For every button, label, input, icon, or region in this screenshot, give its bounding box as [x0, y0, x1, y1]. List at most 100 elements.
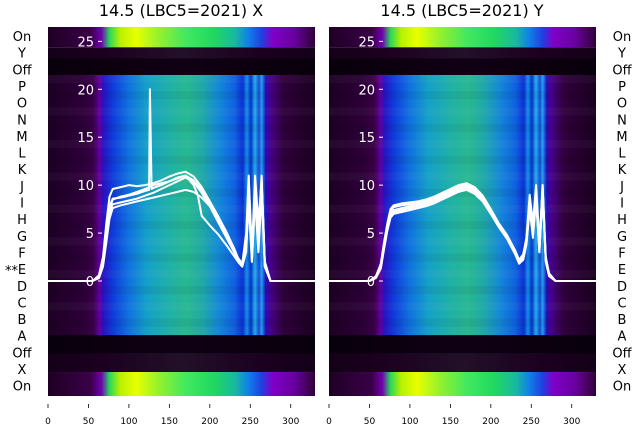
traces-y [328, 182, 597, 282]
y-tick-label: 10 [77, 179, 94, 194]
row-label: L [18, 147, 26, 162]
series-line-5 [47, 88, 316, 282]
row-label: M [16, 130, 27, 145]
row-label: O [17, 97, 27, 112]
row-label: X [18, 363, 27, 378]
row-label: D [617, 280, 627, 295]
x-tick-label: 150 [161, 417, 178, 427]
row-label: P [18, 80, 26, 95]
heatmap-row-stripe [329, 91, 596, 100]
row-label: C [17, 296, 26, 311]
row-label: On [613, 380, 631, 395]
row-label: On [613, 30, 631, 45]
heatmap-row-stripe [329, 318, 596, 327]
heatmap-row-stripe [48, 302, 315, 310]
row-label: L [618, 147, 626, 162]
row-label: E [18, 263, 26, 278]
heatmap-row-stripe [48, 253, 315, 262]
traces-x [47, 88, 316, 282]
row-label: G [17, 230, 27, 245]
y-tick-label: 15 [77, 131, 94, 146]
x-tick-labels-x: 0 50 100 150 200 250 300 [45, 404, 300, 427]
heatmap-band [329, 372, 596, 396]
row-label: J [619, 180, 624, 195]
heatmap-row-stripe [48, 156, 315, 165]
y-tick-label: 20 [77, 83, 94, 98]
y-tick-label: 25 [358, 35, 375, 50]
heatmap-row-stripe [329, 156, 596, 165]
x-tick-label: 150 [442, 417, 459, 427]
heatmap-band [48, 58, 315, 75]
heatmap-row-stripe [48, 91, 315, 100]
row-label: K [618, 163, 627, 178]
x-tick-label: 50 [83, 417, 95, 427]
x-tick-labels-y: 0 50 100 150 200 250 300 [326, 404, 581, 427]
row-label: Y [17, 47, 26, 62]
heatmap-row-stripe [329, 302, 596, 310]
heatmap-row-stripe [48, 221, 315, 230]
row-marker: ** [5, 264, 19, 279]
heatmap-band [48, 27, 315, 48]
heatmap-band [48, 335, 315, 354]
heatmap-row-stripe [329, 107, 596, 115]
heatmap-band [48, 74, 315, 367]
y-tick-labels-x: 0 5 10 15 20 25 [77, 35, 102, 290]
row-label: G [617, 230, 627, 245]
y-tick-label: 20 [358, 83, 375, 98]
x-tick-label: 250 [523, 417, 540, 427]
panel-x: 0 5 10 15 20 25 0 50 100 150 200 250 300 [45, 27, 316, 427]
heatmap-band [329, 27, 596, 48]
row-label: X [618, 363, 627, 378]
heatmap-row-stripe [329, 188, 596, 197]
y-tick-label: 0 [86, 275, 94, 290]
series-line-5 [328, 187, 597, 282]
row-label: Off [12, 63, 32, 78]
heatmap-row-stripe [329, 253, 596, 262]
heatmap-band [48, 372, 315, 396]
y-tick-label: 10 [358, 179, 375, 194]
heatmap-row-stripe [48, 205, 315, 213]
x-tick-label: 250 [242, 417, 259, 427]
row-label: A [618, 330, 627, 345]
row-label: O [617, 97, 627, 112]
row-label: On [13, 380, 31, 395]
row-label: H [617, 213, 627, 228]
heatmap-background-y [329, 27, 596, 396]
x-tick-label: 0 [326, 417, 332, 427]
row-label: J [19, 180, 24, 195]
row-label: F [618, 246, 625, 261]
y-tick-labels-y: 0 5 10 15 20 25 [358, 35, 383, 290]
row-label: B [618, 313, 627, 328]
panel-title-x: 14.5 (LBC5=2021) X [99, 1, 263, 20]
heatmap-row-stripe [329, 221, 596, 230]
y-tick-label: 5 [367, 227, 375, 242]
x-tick-label: 300 [282, 417, 299, 427]
heatmap-row-stripe [48, 107, 315, 115]
row-label: M [616, 130, 627, 145]
panel-title-y: 14.5 (LBC5=2021) Y [380, 1, 543, 20]
x-tick-label: 0 [45, 417, 51, 427]
y-tick-label: 25 [77, 35, 94, 50]
y-tick-label: 5 [86, 227, 94, 242]
row-label: P [618, 80, 626, 95]
heatmap-row-stripe [329, 75, 596, 83]
heatmap-row-stripe [48, 75, 315, 83]
heatmap-row-stripe [329, 286, 596, 295]
row-label: I [20, 197, 24, 212]
row-label: D [17, 280, 27, 295]
row-label: A [18, 330, 27, 345]
row-label: K [18, 163, 27, 178]
heatmap-row-stripe [48, 286, 315, 295]
x-tick-label: 200 [201, 417, 218, 427]
row-label: Off [12, 346, 32, 361]
row-label: On [13, 30, 31, 45]
x-tick-label: 100 [401, 417, 418, 427]
row-label: N [617, 113, 627, 128]
row-label: N [17, 113, 27, 128]
x-tick-label: 300 [563, 417, 580, 427]
heatmap-row-stripe [48, 188, 315, 197]
x-tick-label: 200 [482, 417, 499, 427]
row-label: Y [617, 47, 626, 62]
